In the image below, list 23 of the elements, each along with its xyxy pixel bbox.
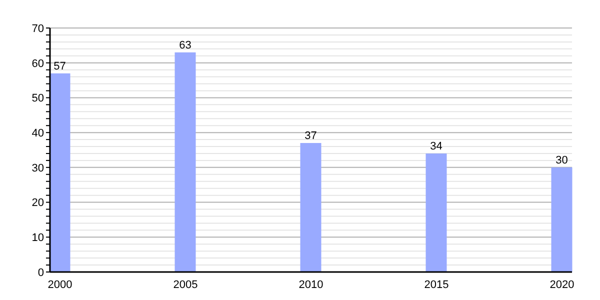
bar — [174, 52, 196, 272]
data-label: 30 — [556, 154, 568, 166]
y-tick-label: 20 — [32, 197, 44, 210]
data-label: 34 — [430, 140, 442, 152]
data-label: 37 — [304, 130, 317, 142]
x-tick-label: 2015 — [424, 278, 449, 291]
x-tick-label: 2005 — [173, 278, 198, 291]
bar — [300, 143, 322, 272]
bar — [426, 153, 447, 272]
y-tick-label: 40 — [32, 127, 44, 140]
y-tick-label: 0 — [38, 266, 44, 279]
y-tick-label: 10 — [32, 232, 44, 244]
x-tick-label: 2020 — [550, 278, 574, 291]
bar — [551, 167, 572, 272]
y-tick-label: 60 — [32, 58, 44, 70]
y-tick-label: 70 — [32, 22, 44, 35]
y-tick-label: 50 — [32, 92, 44, 105]
x-tick-label: 2010 — [298, 278, 324, 291]
bar — [49, 73, 70, 272]
x-tick-label: 2000 — [48, 278, 72, 291]
data-label: 63 — [179, 39, 192, 52]
y-tick-label: 30 — [32, 162, 44, 174]
data-label: 57 — [54, 60, 66, 72]
